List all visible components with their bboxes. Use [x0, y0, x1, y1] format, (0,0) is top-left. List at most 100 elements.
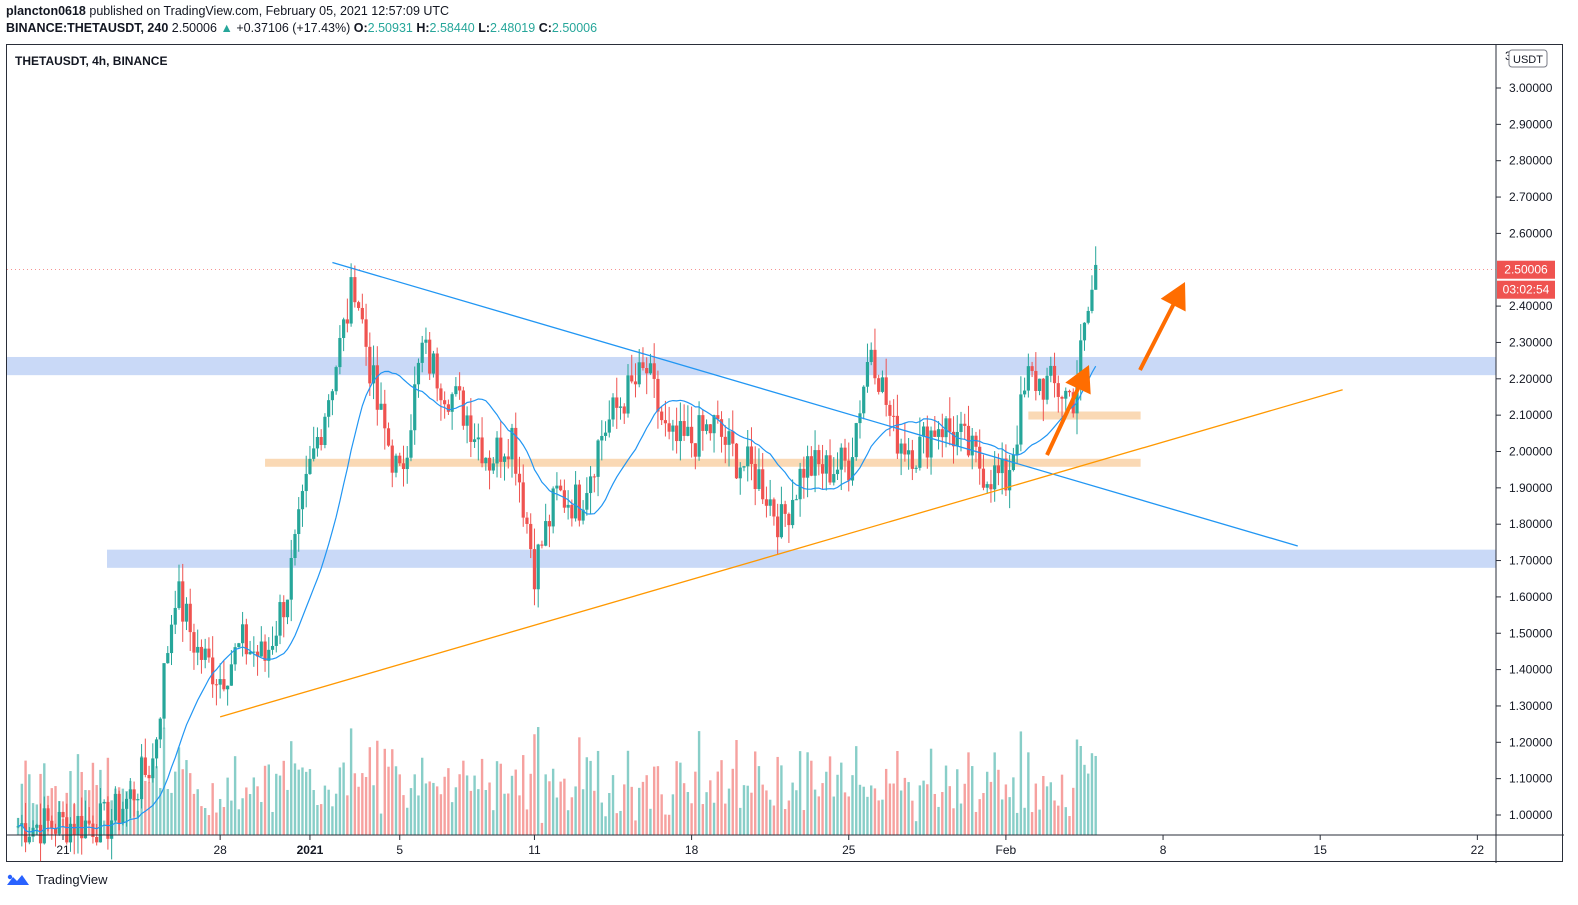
volume-bar	[383, 748, 386, 835]
candle-body	[147, 774, 151, 779]
volume-bar	[870, 785, 873, 835]
volume-bar	[690, 803, 693, 835]
volume-bar	[1087, 773, 1090, 835]
candle-body	[1004, 458, 1008, 491]
candle-body	[835, 469, 840, 475]
volume-bar	[862, 786, 865, 835]
volume-bar	[1027, 752, 1030, 835]
volume-bar	[166, 789, 169, 835]
candle-body	[704, 424, 709, 431]
volume-bar	[432, 782, 435, 835]
volume-bar	[189, 773, 192, 835]
y-tick-label: 1.80000	[1509, 517, 1553, 531]
volume-bar	[267, 764, 270, 835]
volume-bar	[282, 760, 285, 835]
volume-bar	[746, 785, 749, 835]
candle-body	[158, 718, 162, 740]
candle-body	[289, 558, 293, 600]
volume-bar	[574, 786, 577, 835]
candle-body	[68, 823, 73, 843]
volume-bar	[847, 796, 850, 835]
candle-body	[1030, 366, 1034, 371]
volume-bar	[937, 806, 940, 835]
volume-bar	[514, 769, 517, 835]
y-tick-label: 1.90000	[1509, 481, 1553, 495]
candle-body	[308, 458, 312, 474]
volume-bar	[477, 789, 480, 835]
volume-bar	[892, 783, 895, 835]
candle-body	[884, 377, 888, 405]
moving-average-line	[17, 365, 1097, 833]
price-chart[interactable]: THETAUSDT, 4h, BINANCE 3.00000 2.90000 2.8…	[7, 45, 1564, 863]
high-value: 2.58440	[429, 21, 475, 35]
y-tick-label: 2.20000	[1509, 372, 1553, 386]
chart-title: THETAUSDT, 4h, BINANCE	[15, 54, 167, 68]
candle-body	[270, 645, 275, 650]
volume-bar	[615, 813, 618, 835]
volume-bar	[54, 786, 57, 835]
volume-bar	[768, 799, 772, 835]
publisher-name[interactable]: plancton0618	[6, 4, 86, 18]
volume-bar	[929, 748, 933, 835]
volume-bar	[1083, 764, 1086, 835]
volume-bar	[585, 757, 589, 835]
candle-body	[356, 302, 361, 308]
volume-bar	[492, 810, 495, 835]
candle-body	[764, 499, 769, 506]
volume-bar	[529, 773, 532, 835]
volume-bar	[776, 756, 779, 835]
candle-body	[514, 427, 518, 474]
candle-body	[87, 820, 91, 824]
candle-body	[761, 469, 765, 500]
candle-body	[53, 828, 58, 834]
volume-bar	[159, 787, 162, 835]
volume-bar	[645, 775, 648, 835]
volume-bar	[724, 803, 727, 835]
tradingview-logo-icon	[7, 874, 29, 885]
candle-body	[776, 516, 780, 538]
volume-bar	[256, 786, 259, 835]
volume-bar	[406, 807, 409, 835]
candle-body	[618, 406, 623, 408]
volume-bar	[993, 752, 996, 835]
chart-frame[interactable]: THETAUSDT, 4h, BINANCE 3.00000 2.90000 2.8…	[6, 44, 1564, 863]
candle-body	[1075, 380, 1079, 414]
candle-body	[757, 469, 761, 490]
volume-bar	[510, 775, 514, 835]
candle-body	[102, 801, 106, 804]
tradingview-footer[interactable]: TradingView	[6, 872, 108, 887]
candle-body	[192, 632, 196, 653]
candle-body	[746, 446, 750, 467]
y-tick-label: 2.60000	[1509, 226, 1553, 240]
candle-body	[405, 457, 409, 470]
currency-badge[interactable]: USDT	[1508, 49, 1548, 68]
volume-bar	[245, 787, 248, 835]
candle-body	[76, 815, 80, 836]
volume-bar	[1034, 783, 1038, 835]
candle-body	[959, 423, 963, 432]
volume-bar	[851, 775, 854, 835]
candle-body	[409, 430, 413, 458]
candle-body	[401, 463, 406, 470]
candle-body	[648, 363, 653, 374]
candle-body	[319, 437, 323, 445]
candle-body	[581, 509, 585, 521]
candle-body	[416, 362, 421, 385]
candle-body	[645, 368, 649, 374]
volume-bar	[858, 784, 862, 835]
volume-bar	[233, 756, 237, 835]
candle-body	[50, 820, 54, 829]
volume-bar	[619, 810, 622, 835]
candle-body	[562, 490, 566, 508]
volume-bar	[1075, 739, 1079, 835]
volume-bar	[28, 774, 31, 835]
volume-bar	[170, 792, 173, 835]
candle-body	[252, 651, 256, 653]
volume-bar	[967, 752, 970, 835]
candle-body	[38, 824, 43, 844]
candle-body	[106, 801, 110, 839]
candle-body	[948, 418, 952, 432]
volume-bar	[218, 798, 222, 835]
y-tick-label: 1.50000	[1509, 626, 1553, 640]
candle-body	[80, 815, 84, 839]
